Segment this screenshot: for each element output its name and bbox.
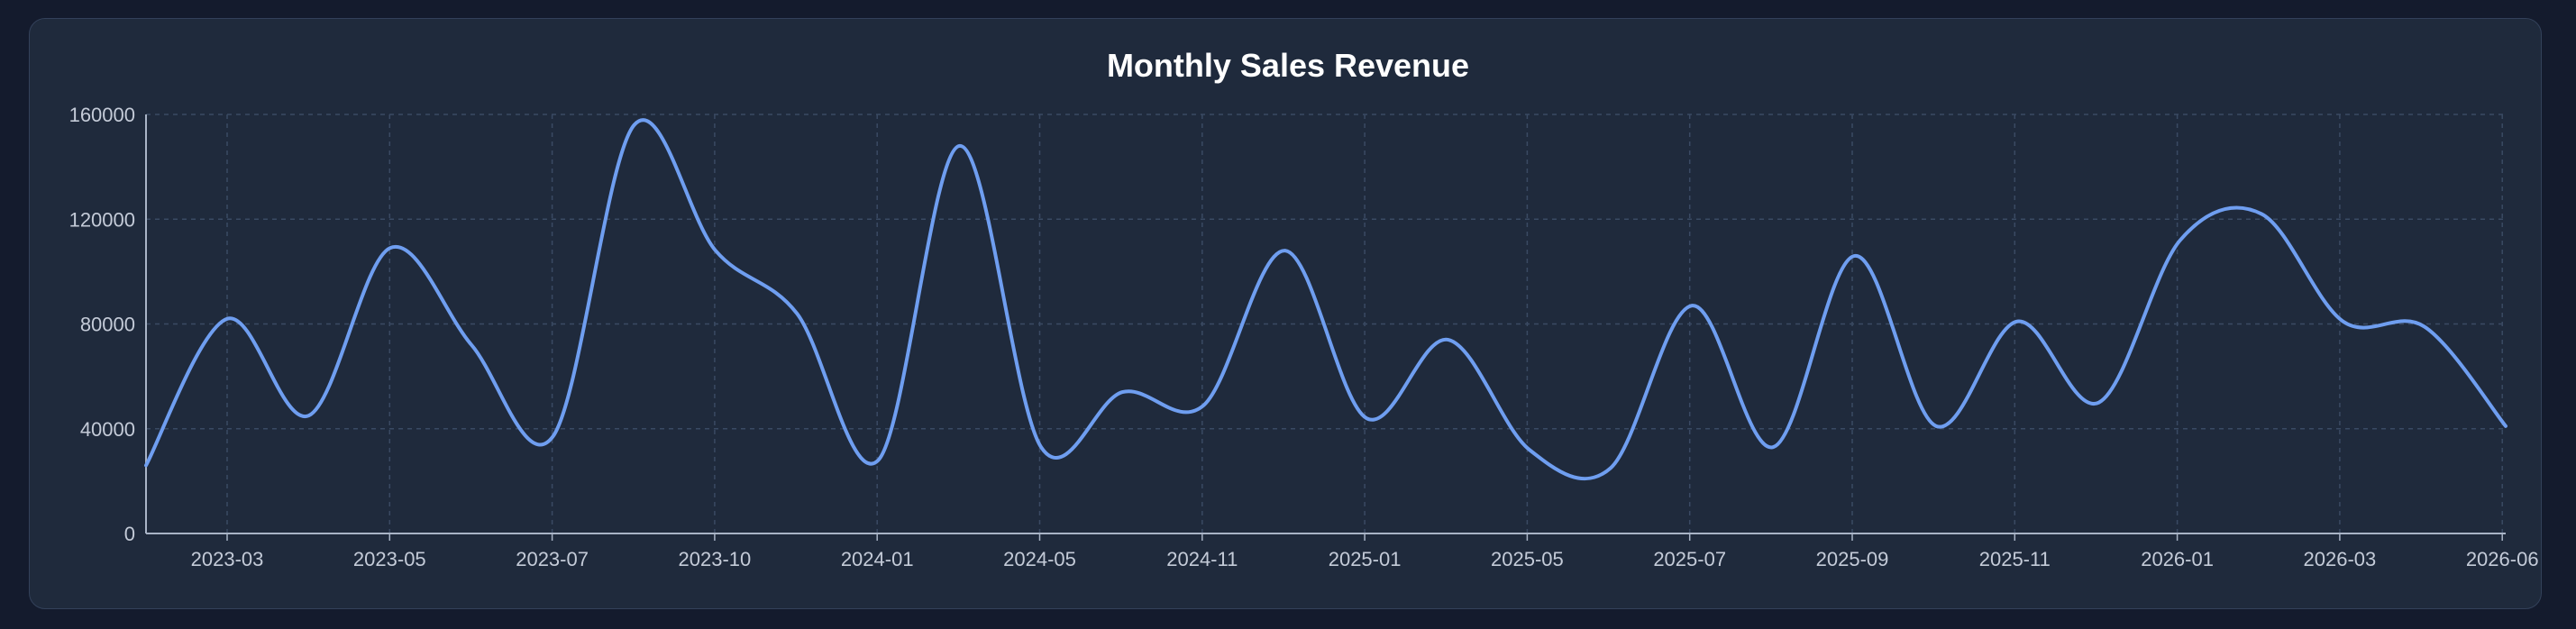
x-tick-label: 2025-09	[1816, 548, 1889, 570]
x-tick-label: 2023-07	[516, 548, 589, 570]
chart-card	[29, 18, 2542, 609]
x-tick-label: 2026-03	[2304, 548, 2377, 570]
x-tick-label: 2025-01	[1329, 548, 1402, 570]
series-line	[144, 118, 2507, 481]
series-layer	[144, 118, 2507, 481]
y-tick-label: 40000	[80, 418, 135, 441]
chart-title: Monthly Sales Revenue	[1106, 47, 1470, 84]
y-tick-label: 120000	[69, 208, 135, 231]
x-tick-label: 2024-11	[1166, 548, 1238, 570]
x-tick-label: 2024-01	[841, 548, 914, 570]
x-tick-label: 2026-01	[2141, 548, 2214, 570]
x-tick-label: 2024-05	[1003, 548, 1076, 570]
x-tick-label: 2025-07	[1653, 548, 1726, 570]
x-tick-label: 2023-05	[353, 548, 426, 570]
axis-layer: 0 40000 80000 120000 160000 2023-03 2023-05 202…	[69, 104, 2539, 570]
x-tick-label: 2026-06	[2466, 548, 2539, 570]
y-tick-label: 160000	[69, 104, 135, 126]
x-tick-label: 2023-10	[679, 548, 752, 570]
x-tick-label: 2025-11	[1979, 548, 2051, 570]
x-tick-label: 2023-03	[191, 548, 264, 570]
y-tick-label: 80000	[80, 314, 135, 336]
y-tick-label: 0	[124, 523, 135, 545]
grid-layer	[146, 114, 2506, 533]
x-tick-label: 2025-05	[1491, 548, 1564, 570]
